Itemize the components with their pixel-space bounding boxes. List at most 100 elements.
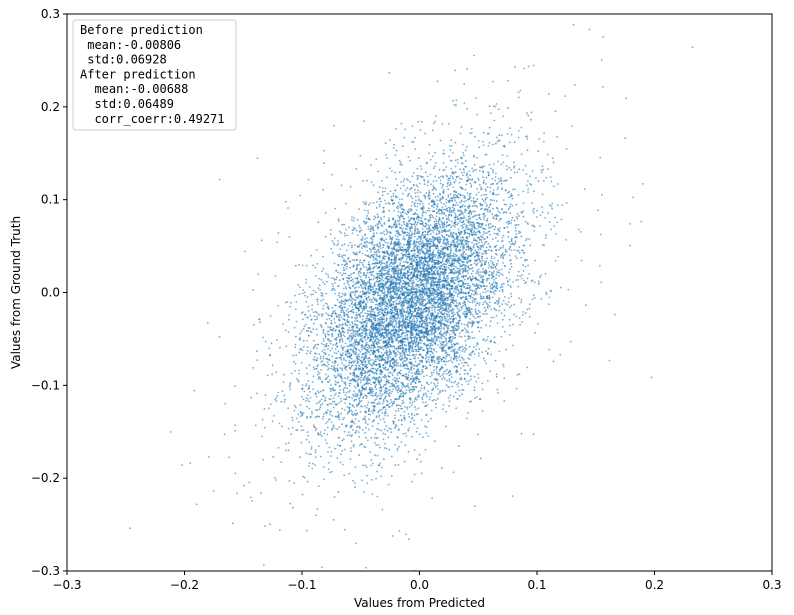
scatter-point [402, 433, 405, 435]
scatter-point [365, 217, 368, 220]
scatter-point [470, 213, 473, 215]
scatter-point [451, 343, 453, 346]
scatter-point [329, 326, 332, 328]
scatter-point [317, 391, 320, 394]
scatter-point [341, 439, 344, 442]
scatter-point [408, 389, 411, 392]
scatter-point [462, 174, 464, 177]
scatter-point [355, 343, 357, 346]
scatter-point [482, 297, 485, 299]
scatter-point [326, 403, 329, 406]
scatter-point [325, 342, 328, 345]
scatter-point [440, 467, 443, 470]
scatter-point [397, 341, 400, 344]
scatter-point [354, 323, 356, 326]
scatter-point [304, 323, 307, 326]
scatter-point [304, 291, 306, 294]
scatter-point [323, 343, 325, 346]
scatter-point [343, 430, 346, 433]
scatter-point [302, 412, 305, 414]
scatter-point [490, 353, 492, 356]
scatter-point [418, 453, 421, 456]
scatter-point [264, 426, 266, 429]
scatter-point [556, 136, 558, 138]
scatter-point [434, 120, 436, 123]
scatter-point [321, 566, 323, 569]
scatter-point [541, 165, 544, 168]
scatter-point [337, 294, 340, 297]
scatter-point [369, 353, 372, 356]
scatter-point [302, 318, 304, 321]
scatter-point [417, 396, 420, 398]
scatter-point [388, 235, 391, 238]
scatter-point [433, 440, 436, 443]
scatter-point [439, 193, 442, 196]
scatter-point [527, 188, 530, 191]
scatter-point [477, 191, 480, 194]
scatter-point [285, 200, 287, 203]
scatter-point [401, 224, 403, 227]
scatter-point [306, 431, 309, 433]
scatter-point [351, 410, 354, 413]
scatter-point [328, 462, 330, 464]
scatter-point [565, 239, 568, 241]
scatter-point [443, 335, 445, 338]
scatter-point [367, 281, 369, 283]
scatter-point [377, 320, 379, 322]
scatter-point [532, 64, 535, 67]
scatter-point [439, 139, 442, 142]
scatter-point [289, 382, 292, 385]
scatter-point [478, 255, 481, 257]
scatter-point [375, 391, 378, 394]
scatter-point [507, 235, 510, 238]
scatter-point [510, 222, 512, 224]
scatter-point [425, 240, 428, 243]
scatter-point [353, 339, 356, 341]
scatter-point [379, 383, 382, 386]
scatter-point [444, 208, 447, 211]
scatter-point [500, 177, 503, 179]
scatter-point [391, 236, 394, 239]
scatter-point [400, 381, 403, 384]
scatter-point [269, 403, 272, 405]
scatter-point [342, 463, 344, 466]
scatter-point [465, 329, 468, 331]
scatter-point [378, 416, 380, 419]
scatter-point [508, 241, 511, 243]
scatter-point [481, 255, 483, 258]
scatter-point [451, 220, 453, 223]
scatter-point [334, 348, 337, 350]
scatter-point [396, 292, 399, 295]
scatter-point [399, 187, 402, 190]
scatter-point [422, 401, 424, 404]
scatter-point [466, 192, 469, 195]
scatter-point [283, 394, 286, 397]
scatter-point [352, 251, 355, 254]
scatter-point [280, 461, 283, 464]
scatter-point [444, 238, 447, 241]
scatter-point [365, 201, 367, 204]
scatter-point [335, 336, 338, 339]
scatter-point [463, 346, 466, 349]
scatter-point [386, 429, 389, 432]
scatter-point [376, 243, 379, 246]
scatter-point [437, 393, 440, 395]
scatter-point [353, 320, 356, 323]
scatter-point [320, 398, 323, 401]
scatter-point [416, 175, 418, 177]
scatter-point [387, 388, 390, 391]
scatter-point [516, 171, 519, 174]
scatter-point [376, 454, 379, 457]
scatter-point [371, 493, 374, 495]
scatter-point [396, 449, 399, 452]
scatter-point [395, 299, 398, 302]
scatter-point [395, 149, 398, 152]
scatter-point [259, 321, 261, 324]
scatter-point [385, 335, 388, 338]
scatter-point [305, 438, 308, 441]
scatter-point [308, 364, 311, 367]
scatter-point [388, 71, 391, 74]
scatter-point [351, 216, 353, 219]
scatter-point [348, 298, 351, 300]
scatter-point [393, 209, 396, 212]
